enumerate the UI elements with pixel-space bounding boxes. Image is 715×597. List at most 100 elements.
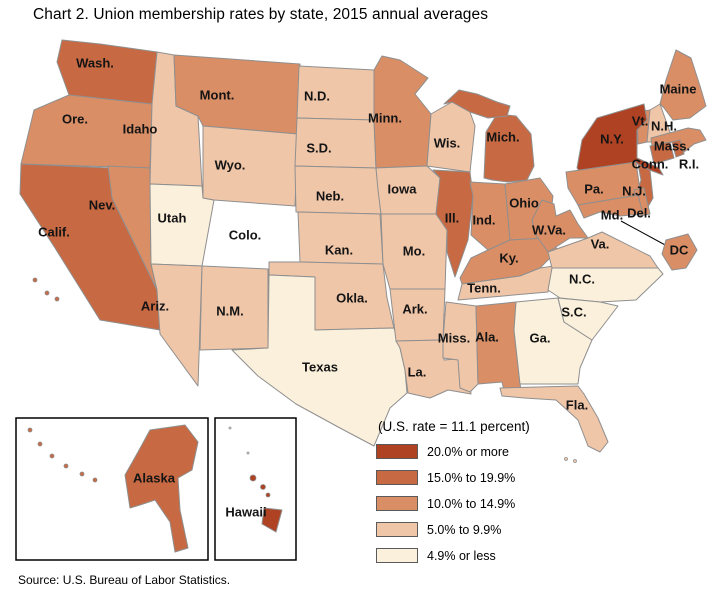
state-wa [56,39,158,105]
legend-item: 15.0% to 19.9% [376,470,596,485]
state-label-sd: S.D. [306,140,331,155]
legend-label: 20.0% or more [427,444,509,459]
state-label-al: Ala. [475,329,499,344]
legend-label: 15.0% to 19.9% [427,470,516,485]
state-label-id: Idaho [123,121,158,136]
state-label-ar: Ark. [402,301,427,316]
state-md [577,194,644,219]
hawaii-minor-island [246,451,250,455]
state-label-az: Ariz. [141,298,169,313]
state-label-ia: Iowa [388,181,418,196]
state-ct [649,141,675,165]
dc-leader-line [620,220,668,247]
state-label-ny: N.Y. [600,131,624,146]
legend-item: 5.0% to 9.9% [376,522,596,537]
state-hi-island [260,484,266,490]
state-label-ma: Mass. [654,138,690,153]
state-label-co: Colo. [229,227,262,242]
state-label-in: Ind. [472,212,495,227]
legend-swatch-10-to-14 [376,496,418,511]
state-label-wa: Wash. [76,55,114,70]
state-mn [373,55,432,169]
state-mi [483,113,535,183]
state-label-ky: Ky. [499,250,518,265]
state-ak-island [63,463,69,469]
state-ak-island [27,427,33,433]
state-label-md: Md. [601,207,623,222]
state-label-ct: Conn. [632,156,669,171]
state-ca-island [44,290,50,296]
state-hi-island [249,474,257,482]
state-fl-island [564,457,568,461]
state-label-mi: Mich. [486,129,519,144]
legend-item: 20.0% or more [376,444,596,459]
state-fl [499,385,609,453]
state-label-fl: Fla. [566,397,588,412]
state-label-wi: Wis. [434,135,461,150]
state-label-nj: N.J. [622,183,646,198]
state-label-ri: R.I. [679,156,699,171]
legend-swatch-5-to-9 [376,522,418,537]
state-label-nm: N.M. [216,303,243,318]
legend-item: 4.9% or less [376,548,596,563]
legend-label: 5.0% to 9.9% [427,522,502,537]
legend-swatch-4-or-less [376,548,418,563]
legend-item: 10.0% to 14.9% [376,496,596,511]
state-ak-island [49,453,55,459]
legend-label: 10.0% to 14.9% [427,496,516,511]
state-label-nv: Nev. [89,197,116,212]
state-ak [124,424,199,553]
map-legend: (U.S. rate = 11.1 percent) 20.0% or more… [376,419,596,574]
state-ak-island [92,477,98,483]
state-ri [671,139,685,158]
state-label-il: Ill. [445,210,459,225]
state-label-la: La. [408,364,427,379]
state-label-ak: Alaska [133,470,176,485]
state-label-mn: Minn. [368,110,402,125]
state-or [20,94,153,169]
state-label-wy: Wyo. [215,157,246,172]
state-wy [202,125,299,207]
state-ak-island [37,441,43,447]
state-label-ok: Okla. [336,290,368,305]
state-label-ut: Utah [158,210,187,225]
state-label-mo: Mo. [403,243,425,258]
state-mi [443,89,511,119]
state-sc [557,297,619,341]
legend-swatch-20-or-more [376,444,418,459]
state-label-wv: W.Va. [532,222,566,237]
state-label-ms: Miss. [438,330,471,345]
state-label-ca: Calif. [38,224,70,239]
legend-swatch-15-to-19 [376,470,418,485]
state-label-nc: N.C. [569,271,595,286]
state-fl-island [573,459,577,463]
state-label-va: Va. [591,236,610,251]
alaska-inset-box [15,417,209,561]
chart-title: Chart 2. Union membership rates by state… [33,6,489,23]
state-nc [547,267,664,303]
state-label-nd: N.D. [304,88,330,103]
state-label-tn: Tenn. [467,280,501,295]
state-label-hi: Hawaii [225,504,266,519]
state-ca-island [54,296,60,302]
state-dc [661,233,698,271]
state-label-me: Maine [660,81,697,96]
hawaii-inset-box [214,417,297,561]
legend-label: 4.9% or less [427,548,496,563]
source-note: Source: U.S. Bureau of Labor Statistics. [18,573,231,587]
state-tx [231,274,408,447]
state-ca-island [32,277,38,283]
state-hi-island [265,492,271,498]
state-label-oh: Ohio [509,195,539,210]
state-me [659,49,707,121]
state-wv [531,199,589,253]
state-label-or: Ore. [62,111,88,126]
state-label-ks: Kan. [325,242,353,257]
state-label-ne: Neb. [316,188,344,203]
state-label-de: Del. [627,205,651,220]
state-az [150,263,203,387]
state-ak-island [79,471,85,477]
state-label-dc: DC [670,242,689,257]
